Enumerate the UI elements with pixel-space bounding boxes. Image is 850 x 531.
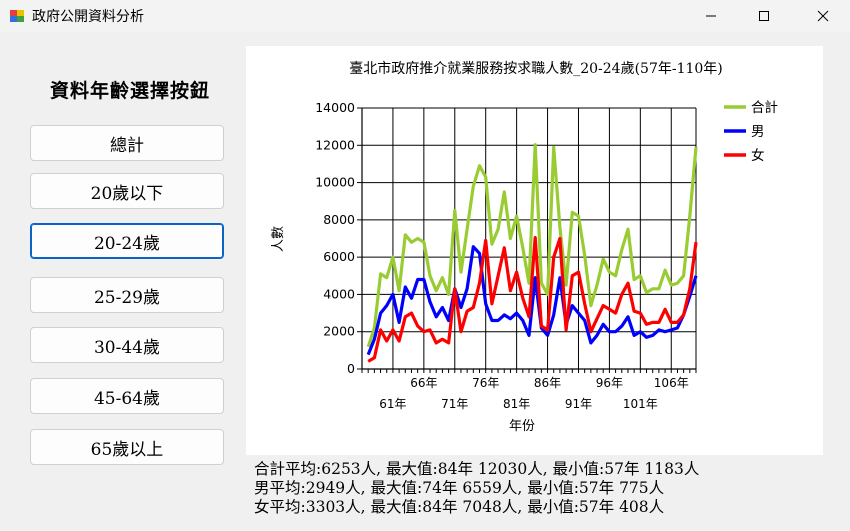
age-button-total[interactable]: 總計 xyxy=(30,125,224,161)
y-axis-label: 人數 xyxy=(271,226,286,252)
line-chart: 臺北市政府推介就業服務按求職人數_20-24歲(57年-110年) 0 2000 4… xyxy=(271,60,778,434)
chart-title: 臺北市政府推介就業服務按求職人數_20-24歲(57年-110年) xyxy=(349,60,723,77)
x-tick-label: 106年 xyxy=(654,376,689,390)
x-tick-label: 96年 xyxy=(596,376,623,390)
x-tick-label: 86年 xyxy=(534,376,561,390)
x-axis-label: 年份 xyxy=(509,419,535,434)
age-button-20-24[interactable]: 20-24歲 xyxy=(30,223,224,259)
minimize-icon xyxy=(706,15,716,17)
maximize-icon xyxy=(759,11,769,21)
y-tick-label: 10000 xyxy=(315,175,355,190)
y-tick-label: 14000 xyxy=(315,100,355,115)
age-button-under-20[interactable]: 20歲以下 xyxy=(30,173,224,209)
x-tick-label: 66年 xyxy=(410,376,437,390)
stats-summary: 合計平均:6253人, 最大值:84年 12030人, 最小值:57年 1183… xyxy=(254,460,699,517)
x-tick-label: 101年 xyxy=(623,397,658,411)
stats-total: 合計平均:6253人, 最大值:84年 12030人, 最小值:57年 1183… xyxy=(254,460,700,478)
age-button-30-44[interactable]: 30-44歲 xyxy=(30,327,224,363)
y-tick-label: 0 xyxy=(347,361,355,376)
legend-label: 合計 xyxy=(751,100,778,116)
x-tick-label: 91年 xyxy=(565,397,592,411)
close-button[interactable] xyxy=(800,0,846,32)
window-title: 政府公開資料分析 xyxy=(32,9,144,25)
y-tick-label: 2000 xyxy=(323,324,355,339)
age-button-45-64[interactable]: 45-64歲 xyxy=(30,378,224,414)
close-icon xyxy=(817,10,829,22)
x-tick-label: 81年 xyxy=(503,397,530,411)
minimize-button[interactable] xyxy=(688,0,734,32)
stats-female: 女平均:3303人, 最大值:84年 7048人, 最小值:57年 408人 xyxy=(254,498,665,516)
series-line-男 xyxy=(366,245,698,356)
x-tick-label: 76年 xyxy=(472,376,499,390)
series-line-女 xyxy=(367,236,698,363)
y-tick-label: 8000 xyxy=(323,212,355,227)
app-icon xyxy=(10,10,24,22)
stats-male: 男平均:2949人, 最大值:74年 6559人, 最小值:57年 775人 xyxy=(254,479,665,497)
y-tick-label: 4000 xyxy=(323,286,355,301)
legend-label: 男 xyxy=(751,124,765,140)
y-tick-label: 12000 xyxy=(315,137,355,152)
title-bar: 政府公開資料分析 xyxy=(0,0,850,32)
x-tick-label: 71年 xyxy=(441,397,468,411)
age-panel-title: 資料年齡選擇按鈕 xyxy=(49,80,210,102)
maximize-button[interactable] xyxy=(741,0,787,32)
chart-panel: 臺北市政府推介就業服務按求職人數_20-24歲(57年-110年) 0 2000 4… xyxy=(246,46,823,455)
legend-label: 女 xyxy=(751,147,765,164)
x-tick-label: 61年 xyxy=(379,397,406,411)
series-line-合計 xyxy=(366,143,698,348)
age-button-25-29[interactable]: 25-29歲 xyxy=(30,277,224,313)
y-tick-label: 6000 xyxy=(323,249,355,264)
age-button-65-plus[interactable]: 65歲以上 xyxy=(30,429,224,465)
